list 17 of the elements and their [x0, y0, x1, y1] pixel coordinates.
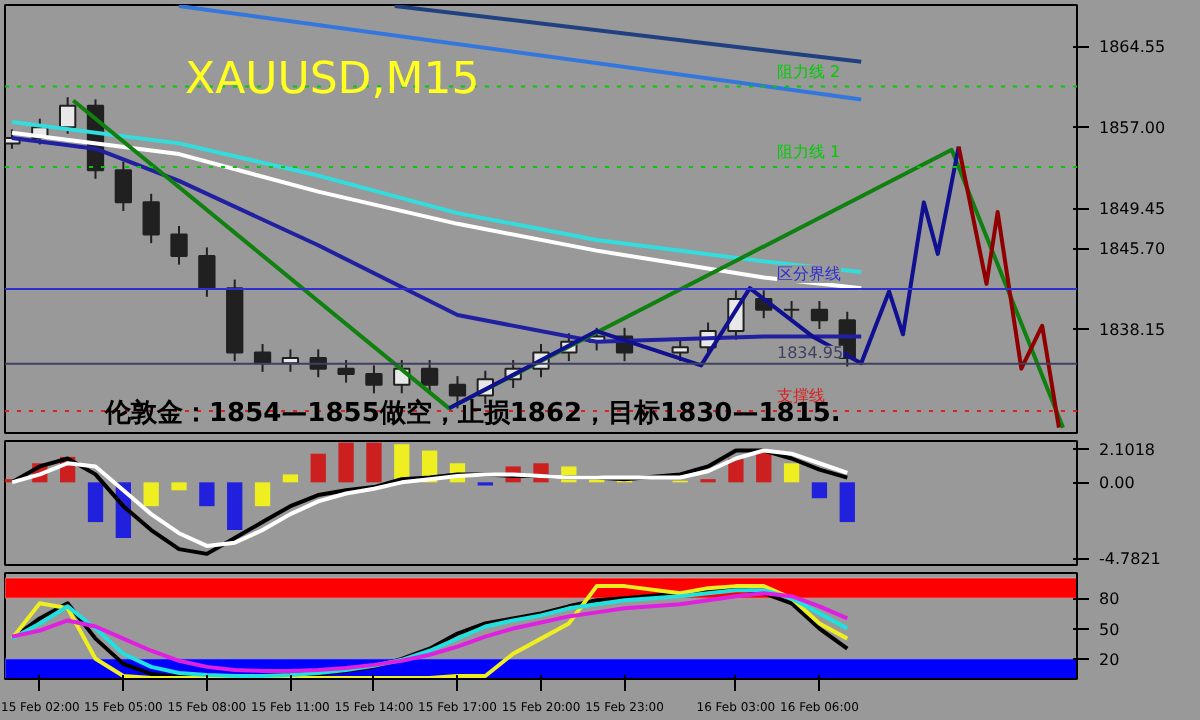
- y-tick-label: -4.7821: [1099, 550, 1161, 569]
- ref-line-label: 支撑线: [777, 387, 825, 406]
- y-tick-label: 1845.70: [1099, 240, 1166, 259]
- y-tick-label: 1857.00: [1099, 119, 1166, 138]
- ref-line-label: 1834.95: [777, 343, 844, 362]
- ref-line-label: 阻力线 2: [777, 62, 841, 81]
- y-tick-label: 1849.45: [1099, 200, 1166, 219]
- y-tick-label: 1838.15: [1099, 321, 1166, 340]
- text: XAUUSD,M15: [185, 55, 480, 105]
- y-tick-label: 80: [1099, 590, 1120, 609]
- ref-line-label: 区分界线: [777, 264, 841, 283]
- y-tick-label: 1864.55: [1099, 38, 1166, 57]
- y-tick-label: 20: [1099, 650, 1120, 669]
- y-tick-label: 50: [1099, 620, 1120, 639]
- ref-line-label: 阻力线 1: [777, 142, 841, 161]
- y-tick-label: 2.1018: [1099, 440, 1155, 459]
- y-tick-label: 0.00: [1099, 474, 1135, 493]
